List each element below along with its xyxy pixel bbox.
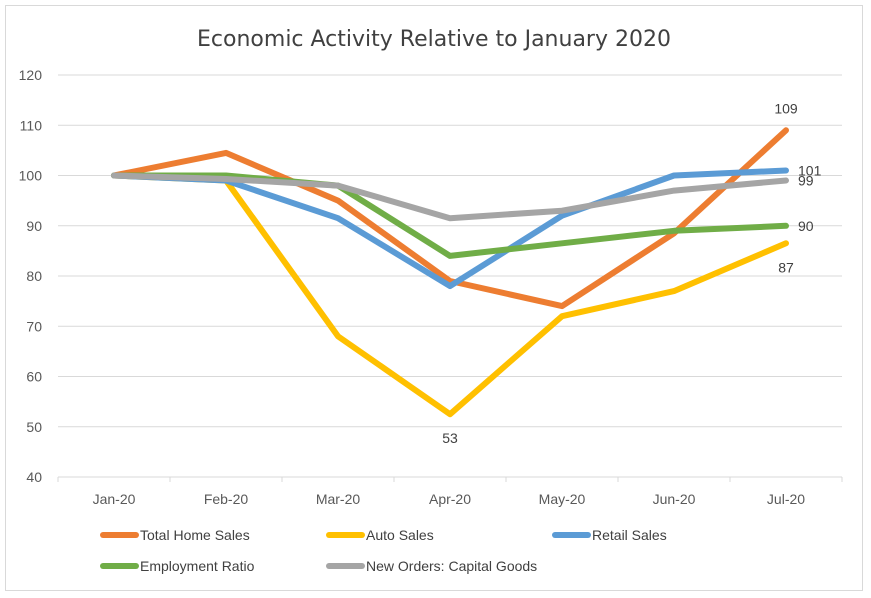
x-tick-label: Mar-20 bbox=[316, 491, 361, 507]
x-tick-label: Feb-20 bbox=[204, 491, 249, 507]
legend-item-total-home-sales: Total Home Sales bbox=[100, 527, 250, 543]
y-gridlines bbox=[58, 74, 842, 428]
series-line-new-orders-capital-goods bbox=[111, 172, 789, 222]
legend-label: Retail Sales bbox=[592, 527, 667, 543]
y-tick-label: 80 bbox=[26, 268, 42, 284]
y-tick-label: 100 bbox=[19, 168, 43, 184]
data-label: 53 bbox=[442, 430, 458, 446]
x-tick-label: Apr-20 bbox=[429, 491, 471, 507]
series-line-auto-sales bbox=[111, 172, 789, 418]
series-lines bbox=[111, 127, 789, 418]
data-label: 90 bbox=[798, 218, 814, 234]
y-tick-label: 110 bbox=[20, 117, 43, 133]
legend-item-auto-sales: Auto Sales bbox=[326, 527, 434, 543]
y-tick-label: 120 bbox=[19, 67, 43, 83]
x-axis-tick-labels: Jan-20 Feb-20 Mar-20 Apr-20 May-20 Jun-20 Jul-… bbox=[57, 477, 843, 507]
legend-label: New Orders: Capital Goods bbox=[366, 558, 537, 574]
y-tick-label: 70 bbox=[26, 318, 42, 334]
x-tick-label: Jun-20 bbox=[653, 491, 696, 507]
legend: Total Home Sales Auto Sales Retail Sales Em… bbox=[100, 527, 667, 574]
series-line-employment-ratio bbox=[111, 172, 789, 259]
data-label: 101 bbox=[798, 162, 822, 178]
x-tick-label: Jul-20 bbox=[767, 491, 805, 507]
x-tick-label: May-20 bbox=[539, 491, 586, 507]
legend-label: Total Home Sales bbox=[140, 527, 250, 543]
y-tick-label: 40 bbox=[26, 469, 42, 485]
legend-item-retail-sales: Retail Sales bbox=[552, 527, 667, 543]
legend-item-new-orders-capital-goods: New Orders: Capital Goods bbox=[326, 558, 537, 574]
legend-item-employment-ratio: Employment Ratio bbox=[100, 558, 255, 574]
y-tick-label: 50 bbox=[26, 419, 42, 435]
data-label: 99 bbox=[798, 173, 814, 189]
y-axis-tick-labels: 40 50 60 70 80 90 100 110 120 bbox=[19, 67, 43, 485]
legend-label: Employment Ratio bbox=[140, 558, 255, 574]
x-tick-label: Jan-20 bbox=[93, 491, 136, 507]
chart-frame bbox=[5, 5, 863, 591]
y-tick-label: 90 bbox=[26, 218, 42, 234]
chart-title: Economic Activity Relative to January 20… bbox=[197, 27, 671, 52]
data-label: 109 bbox=[774, 100, 798, 116]
y-tick-label: 60 bbox=[26, 369, 42, 385]
legend-label: Auto Sales bbox=[366, 527, 434, 543]
data-label: 87 bbox=[778, 259, 794, 275]
